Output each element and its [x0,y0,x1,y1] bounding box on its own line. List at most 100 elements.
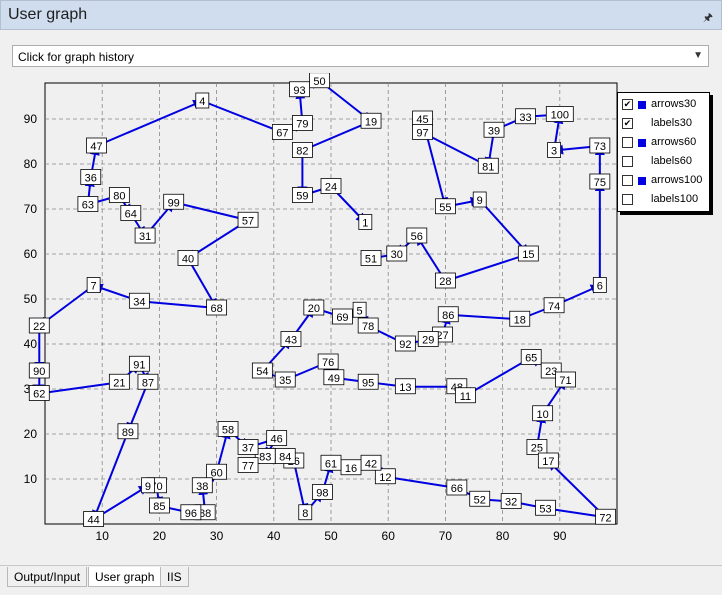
legend-checkbox[interactable] [622,175,633,186]
node-label: 91 [133,359,145,371]
graph-arrow [547,460,607,518]
legend-item-arrows30[interactable]: ✔ arrows30 [622,96,708,113]
node-label: 71 [559,375,571,387]
node-label: 100 [551,110,569,122]
node-label: 37 [242,443,254,455]
tab-iis[interactable]: IIS [160,567,189,587]
graph-arrow [39,378,121,395]
legend-checkbox[interactable]: ✔ [622,99,633,110]
node-label: 73 [594,141,606,153]
node-label: 43 [285,335,297,347]
legend-label: arrows60 [651,136,697,148]
node-box [589,173,611,190]
node-box [592,277,607,293]
node-label: 32 [505,497,517,509]
node-label: 18 [514,314,526,326]
node-box [148,497,170,514]
y-tick-label: 90 [24,112,38,126]
node-label: 7 [91,281,97,293]
pin-icon[interactable]: 🖈 [702,12,713,24]
graph-arrow [421,131,489,168]
node-box [177,250,199,266]
node-label: 19 [365,116,377,128]
legend-item-arrows60[interactable]: arrows60 [622,134,708,151]
legend-checkbox[interactable]: ✔ [622,118,633,129]
node-label: 81 [482,161,494,173]
node-label: 54 [256,366,268,378]
node-label: 11 [460,391,471,403]
node-label: 6 [597,281,603,293]
legend-item-labels30[interactable]: ✔ labels30 [622,115,708,132]
node-label: 98 [316,488,328,500]
node-label: 24 [325,182,337,194]
node-label: 50 [313,76,325,88]
graph-legend: ✔ arrows30 ✔ labels30 arrows60 labels60 arrows… [617,92,710,212]
node-label: 39 [488,125,500,137]
legend-checkbox[interactable] [622,194,633,205]
node-box [446,479,468,496]
legend-item-labels100[interactable]: labels100 [622,191,708,208]
legend-item-arrows100[interactable]: arrows100 [622,172,708,189]
node-box [547,142,561,158]
title-bar: User graph 🖈 [0,0,722,30]
chevron-down-icon[interactable]: ▼ [693,50,703,61]
node-label: 83 [259,452,271,464]
graph-arrow [478,199,530,255]
graph-arrow [464,356,532,397]
node-box [352,301,367,318]
legend-label: labels60 [651,155,692,167]
node-label: 36 [85,173,97,185]
node-box [472,191,487,208]
node-box [500,493,522,509]
node-box [483,121,505,138]
node-label: 5 [357,305,363,317]
legend-swatch [638,177,646,185]
node-label: 20 [308,303,320,315]
node-box [312,484,333,500]
legend-checkbox[interactable] [622,137,633,148]
legend-label: labels100 [651,193,699,205]
node-label: 45 [416,114,428,126]
node-label: 16 [345,463,357,475]
graph-plot-area[interactable]: 10 20 30 40 50 60 70 80 90 10 20 30 40 50 60 70 80 90 4 50 9… [12,73,715,564]
node-label: 35 [279,375,291,387]
node-box [128,355,150,372]
node-label: 85 [153,501,165,513]
node-box [120,205,142,221]
x-tick-label: 30 [210,529,224,543]
node-label: 33 [519,112,531,124]
node-label: 66 [451,483,463,495]
node-box [86,277,101,293]
node-label: 34 [133,296,145,308]
graph-history-value: Click for graph history [18,50,135,64]
legend-swatch [638,139,646,147]
legend-label: arrows30 [651,98,697,110]
tab-user-graph[interactable]: User graph [88,567,162,587]
node-label: 12 [379,472,391,484]
node-box [108,187,130,203]
node-label: 49 [328,373,340,385]
node-label: 67 [276,128,288,140]
node-label: 74 [548,301,560,313]
tab-output-input[interactable]: Output/Input [7,567,88,587]
legend-checkbox[interactable] [622,156,633,167]
graph-arrow [138,297,217,309]
node-label: 87 [142,377,154,389]
y-tick-label: 50 [24,292,38,306]
graph-history-dropdown[interactable]: Click for graph history ▼ [12,45,709,67]
graph-arrow [385,475,458,492]
node-label: 93 [293,85,305,97]
node-box [358,214,373,230]
node-box [545,106,574,122]
node-box [437,306,459,323]
node-box [128,292,150,309]
node-box [28,362,50,379]
legend-item-labels60[interactable]: labels60 [622,153,708,170]
node-box [517,245,539,262]
node-label: 99 [168,197,180,209]
node-box [237,439,259,455]
node-box [77,196,99,212]
node-box [298,504,313,521]
node-box [323,369,345,386]
node-label: 62 [33,389,45,401]
